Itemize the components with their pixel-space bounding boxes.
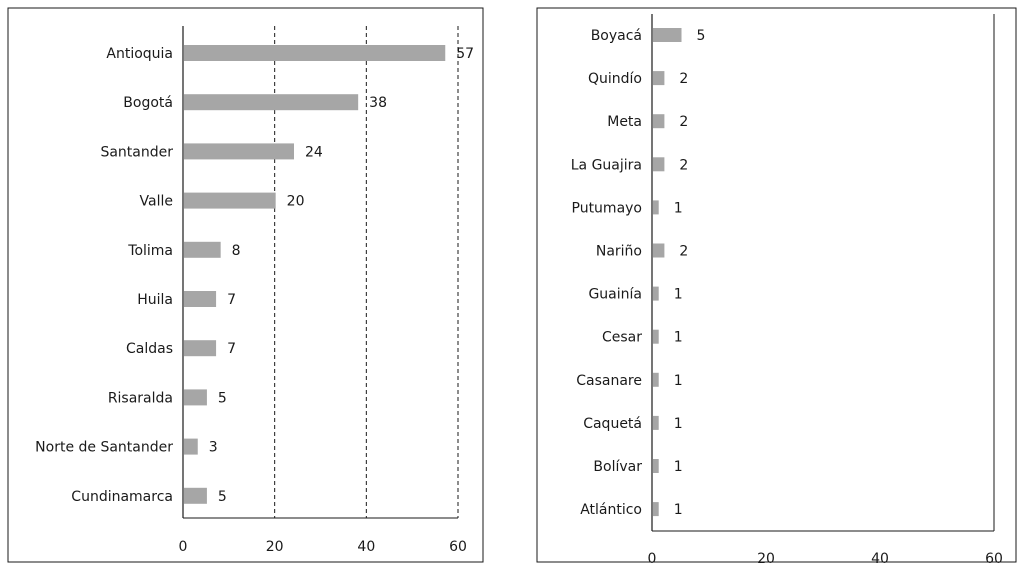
x-tick-label: 20 [266,539,284,555]
right-chart-panel: 0 20 40 60 Boyacá 5 Quindío 2 Meta 2 La Guajira 2 Pu… [536,7,1017,567]
bar [653,114,665,129]
category-label: Putumayo [572,200,643,216]
x-tick-label: 0 [648,551,657,567]
data-label: 2 [679,157,688,173]
bar [653,502,659,517]
category-label: Caquetá [583,416,642,432]
category-label: Caldas [126,341,173,357]
bar [184,389,207,406]
bar [184,45,446,61]
category-label: Atlántico [580,502,642,518]
category-label: Huila [137,292,173,308]
bar [184,291,217,307]
bar [653,200,659,215]
x-tick-label: 0 [179,539,188,555]
bar [184,192,276,209]
data-label: 8 [232,243,241,259]
category-label: Casanare [576,373,642,389]
category-label: Bogotá [123,95,173,111]
data-label: 1 [674,373,683,389]
data-label: 5 [697,28,706,44]
x-tick-label: 40 [357,539,375,555]
chart-frame [536,7,1017,563]
category-label: Cesar [602,330,642,346]
data-label: 2 [679,114,688,130]
bar [184,487,207,504]
data-label: 1 [674,459,683,475]
category-label: Guainía [588,287,642,303]
data-label: 7 [227,292,236,308]
category-label: Tolima [127,243,173,259]
data-label: 24 [305,144,323,160]
x-tick-label: 60 [985,551,1003,567]
category-label: Norte de Santander [35,440,173,456]
bar [184,340,217,357]
data-label: 38 [369,95,387,111]
category-label: Nariño [596,244,642,260]
category-label: Valle [140,194,173,210]
category-label: Meta [607,114,642,130]
bar [184,143,294,160]
bar [653,71,665,86]
bar [184,438,198,455]
category-label: Antioquia [106,46,173,62]
data-label: 7 [227,341,236,357]
category-label: La Guajira [571,157,642,173]
data-label: 1 [674,502,683,518]
data-label: 5 [218,390,227,406]
data-label: 1 [674,416,683,432]
category-label: Santander [100,144,173,160]
bar [653,243,665,258]
bar [653,157,665,172]
category-label: Quindío [588,71,642,87]
data-label: 2 [679,244,688,260]
data-label: 1 [674,287,683,303]
x-tick-label: 60 [449,539,467,555]
bar [653,459,659,473]
category-label: Risaralda [108,390,173,406]
bar [653,415,659,430]
chart-frame [7,7,484,563]
data-label: 1 [674,200,683,216]
data-label: 57 [456,46,474,62]
data-label: 5 [218,489,227,505]
data-label: 3 [209,440,218,456]
bar [653,286,659,301]
category-label: Cundinamarca [71,489,173,505]
bar [653,329,659,344]
data-label: 2 [679,71,688,87]
data-label: 1 [674,330,683,346]
data-label: 20 [287,194,305,210]
bar [184,241,221,258]
bar [653,28,682,42]
category-label: Boyacá [591,28,642,44]
category-label: Bolívar [593,459,642,475]
bar [653,372,659,387]
x-tick-label: 40 [871,551,889,567]
x-tick-label: 20 [757,551,775,567]
bar [184,94,359,111]
